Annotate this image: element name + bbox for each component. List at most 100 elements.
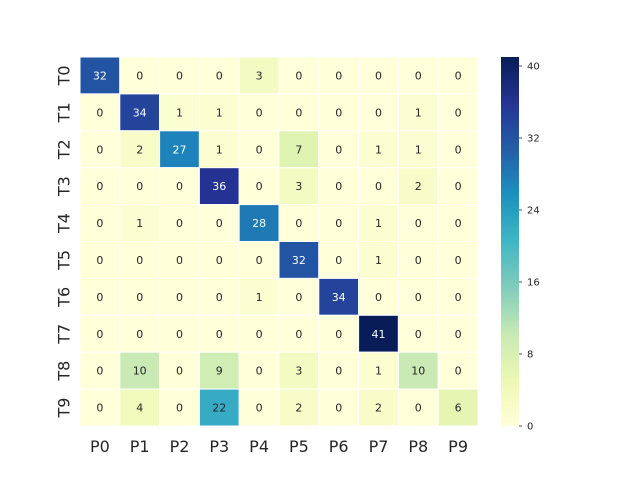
cell-annotation: 0 [96, 180, 103, 193]
cell-T6-P3 [198, 277, 240, 316]
cell-annotation: 3 [256, 69, 263, 82]
cell-annotation: 0 [455, 180, 462, 193]
cell-T2-P9 [437, 130, 479, 169]
cell-annotation: 6 [455, 402, 462, 415]
cell-annotation: 0 [256, 402, 263, 415]
cell-annotation: 1 [176, 106, 183, 119]
colorbar-gradient [501, 57, 519, 426]
y-tick-label: T2 [55, 139, 74, 160]
cell-T3-P5 [278, 167, 320, 206]
cell-annotation: 0 [335, 143, 342, 156]
cell-annotation: 0 [216, 69, 223, 82]
cell-T1-P7 [358, 93, 399, 132]
cell-T7-P2 [159, 314, 200, 353]
cell-T4-P5 [278, 204, 320, 243]
cell-annotation: 0 [96, 143, 103, 156]
colorbar-tick-label: 0 [527, 422, 533, 433]
cell-annotation: 32 [93, 69, 107, 82]
cell-annotation: 0 [136, 180, 143, 193]
cell-T8-P9 [437, 351, 479, 390]
cell-annotation: 0 [216, 254, 223, 267]
cell-T3-P0 [79, 167, 121, 206]
cell-annotation: 0 [415, 402, 422, 415]
cell-T0-P7 [358, 56, 399, 95]
cell-annotation: 0 [415, 69, 422, 82]
cell-annotation: 1 [415, 143, 422, 156]
cell-annotation: 34 [133, 106, 147, 119]
cell-annotation: 0 [295, 328, 302, 341]
cell-annotation: 0 [455, 69, 462, 82]
cell-T8-P1 [119, 351, 161, 390]
cell-T9-P0 [79, 388, 121, 427]
cell-annotation: 0 [256, 106, 263, 119]
x-tick-label: P1 [130, 437, 150, 456]
cell-annotation: 27 [173, 143, 187, 156]
cell-T5-P5 [278, 241, 320, 279]
cell-annotation: 2 [295, 402, 302, 415]
cell-T0-P0 [79, 56, 121, 95]
cell-annotation: 0 [455, 365, 462, 378]
cell-annotation: 0 [216, 328, 223, 341]
cell-annotation: 3 [295, 180, 302, 193]
cell-annotation: 1 [256, 291, 263, 304]
x-tick-label: P2 [170, 437, 190, 456]
x-tick-label: P0 [90, 437, 110, 456]
cell-T5-P0 [79, 241, 121, 279]
cell-annotation: 0 [295, 291, 302, 304]
x-tick-label: P8 [408, 437, 428, 456]
cell-annotation: 7 [295, 143, 302, 156]
cell-annotation: 0 [256, 365, 263, 378]
cell-annotation: 0 [455, 106, 462, 119]
cell-annotation: 3 [295, 365, 302, 378]
cell-T7-P6 [318, 314, 360, 353]
cell-annotation: 0 [455, 328, 462, 341]
cell-T7-P7 [358, 314, 399, 353]
colorbar: 0 8 16 24 32 40 [501, 57, 540, 433]
cell-annotation: 10 [411, 365, 425, 378]
cell-T1-P3 [198, 93, 240, 132]
cell-T5-P8 [397, 241, 439, 279]
cell-annotation: 1 [415, 106, 422, 119]
cell-annotation: 1 [375, 143, 382, 156]
cell-annotation: 0 [335, 180, 342, 193]
cell-T2-P7 [358, 130, 399, 169]
cell-annotation: 0 [335, 365, 342, 378]
cell-annotation: 0 [335, 328, 342, 341]
cell-annotation: 10 [133, 365, 147, 378]
x-tick-label: P5 [289, 437, 309, 456]
cell-annotation: 0 [96, 328, 103, 341]
cell-annotation: 0 [176, 365, 183, 378]
cell-T4-P8 [397, 204, 439, 243]
cell-T7-P4 [238, 314, 280, 353]
colorbar-tick-label: 8 [527, 350, 533, 361]
colorbar-tick-label: 16 [527, 278, 540, 289]
x-tick-label: P7 [369, 437, 389, 456]
cell-annotation: 2 [375, 402, 382, 415]
cell-annotation: 0 [176, 328, 183, 341]
cell-annotation: 0 [136, 69, 143, 82]
cell-annotation: 0 [96, 291, 103, 304]
cell-T9-P5 [278, 388, 320, 427]
heatmap-cells [79, 56, 479, 427]
cell-annotation: 0 [415, 254, 422, 267]
cell-annotation: 0 [176, 402, 183, 415]
cell-T4-P9 [437, 204, 479, 243]
cell-annotation: 0 [136, 254, 143, 267]
cell-T1-P1 [119, 93, 161, 132]
cell-annotation: 1 [375, 365, 382, 378]
cell-T8-P0 [79, 351, 121, 390]
cell-annotation: 0 [335, 254, 342, 267]
cell-annotation: 0 [256, 143, 263, 156]
cell-T6-P5 [278, 277, 320, 316]
cell-annotation: 0 [96, 254, 103, 267]
cell-T3-P6 [318, 167, 360, 206]
cell-T9-P8 [397, 388, 439, 427]
cell-annotation: 0 [176, 254, 183, 267]
cell-annotation: 0 [335, 69, 342, 82]
cell-T1-P8 [397, 93, 439, 132]
cell-T0-P1 [119, 56, 161, 95]
cell-annotation: 0 [375, 291, 382, 304]
cell-T2-P0 [79, 130, 121, 169]
cell-annotation: 34 [332, 291, 346, 304]
cell-T9-P7 [358, 388, 399, 427]
